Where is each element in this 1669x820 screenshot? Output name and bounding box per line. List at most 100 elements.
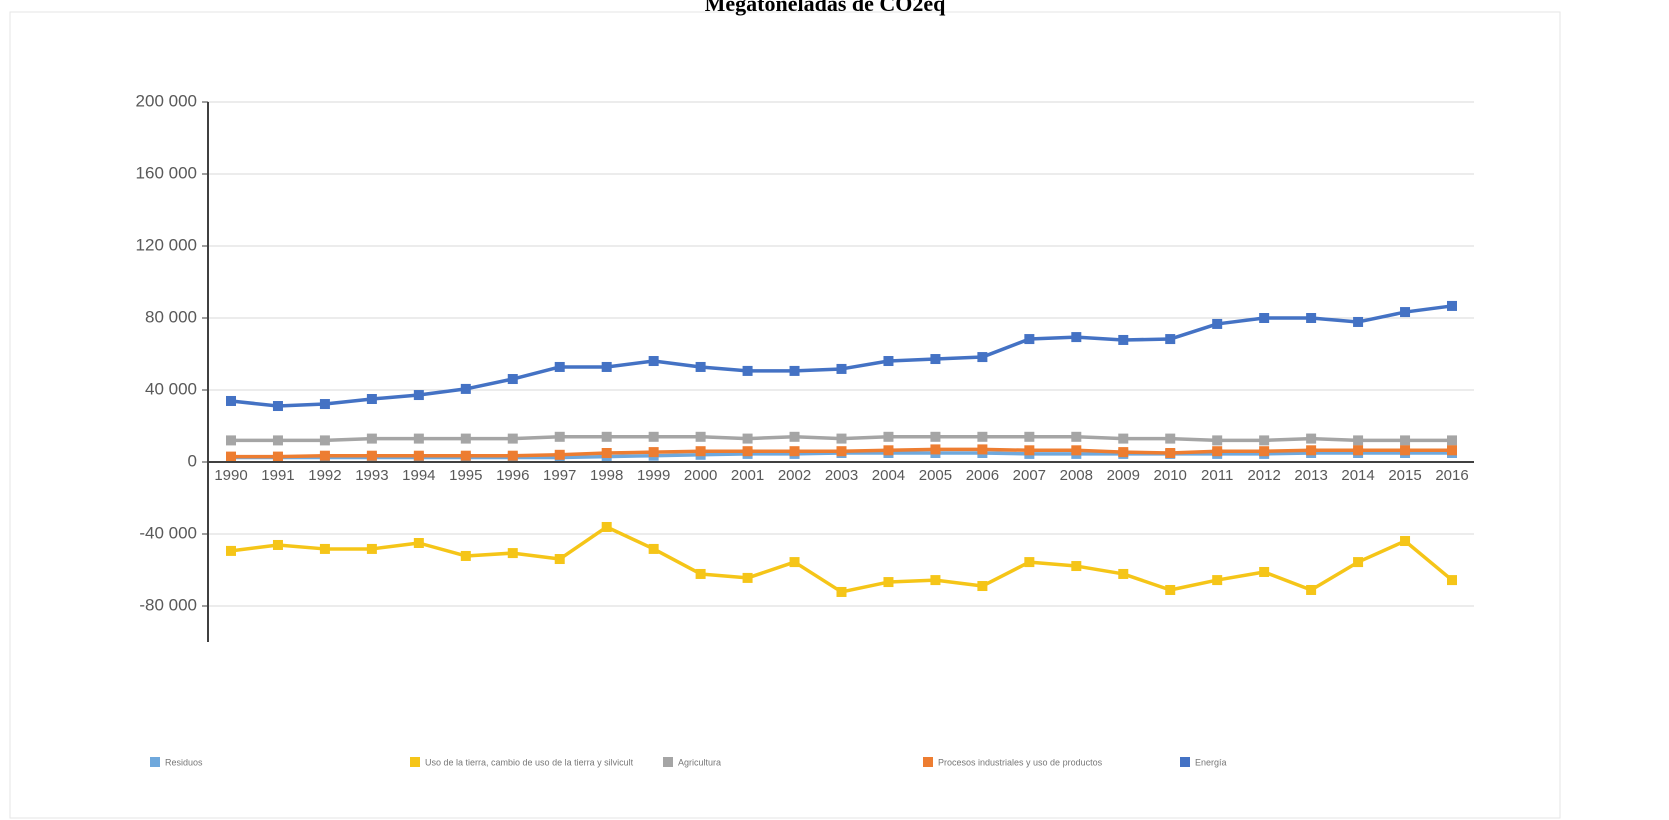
x-tick-label: 2004 xyxy=(872,467,905,484)
point-marker xyxy=(1259,435,1270,446)
x-tick-label: 2009 xyxy=(1107,467,1140,484)
point-marker xyxy=(1353,445,1364,456)
point-marker xyxy=(507,374,518,385)
point-marker xyxy=(695,361,706,372)
point-marker xyxy=(742,365,753,376)
point-marker xyxy=(695,568,706,579)
point-marker xyxy=(648,431,659,442)
point-marker xyxy=(554,554,565,565)
legend-swatch xyxy=(150,757,160,767)
y-tick-label: -80 000 xyxy=(139,595,197,614)
point-marker xyxy=(1165,584,1176,595)
point-marker xyxy=(366,394,377,404)
point-marker xyxy=(836,446,847,457)
point-marker xyxy=(1447,300,1457,311)
point-marker xyxy=(930,575,941,586)
x-tick-label: 2001 xyxy=(731,467,764,484)
point-marker xyxy=(1259,446,1270,457)
point-marker xyxy=(977,444,988,455)
point-marker xyxy=(789,557,800,568)
point-marker xyxy=(930,431,941,442)
point-marker xyxy=(507,450,518,461)
point-marker xyxy=(742,446,753,457)
point-marker xyxy=(883,356,894,367)
point-marker xyxy=(460,433,471,444)
point-marker xyxy=(836,433,847,444)
point-marker xyxy=(1306,313,1317,323)
point-marker xyxy=(930,444,941,455)
point-marker xyxy=(1118,334,1129,345)
point-marker xyxy=(226,395,236,406)
series-line xyxy=(230,525,1454,594)
y-tick-label: 0 xyxy=(188,451,197,470)
point-marker xyxy=(1400,445,1411,456)
point-marker xyxy=(554,431,565,442)
y-tick-label: 200 000 xyxy=(136,91,197,110)
x-tick-label: 1998 xyxy=(590,467,623,484)
point-marker xyxy=(1212,446,1223,457)
point-marker xyxy=(1400,536,1411,547)
point-marker xyxy=(1165,334,1176,345)
point-marker xyxy=(413,390,424,401)
point-marker xyxy=(1400,435,1411,446)
point-marker xyxy=(272,451,283,462)
point-marker xyxy=(601,521,612,532)
x-tick-label: 2003 xyxy=(825,467,858,484)
point-marker xyxy=(648,447,659,458)
point-marker xyxy=(319,450,330,461)
x-tick-label: 2013 xyxy=(1294,467,1327,484)
point-marker xyxy=(366,433,377,444)
point-marker xyxy=(601,448,612,458)
point-marker xyxy=(319,399,330,410)
x-tick-label: 2016 xyxy=(1435,467,1468,484)
point-marker xyxy=(1306,433,1317,444)
point-marker xyxy=(648,543,659,554)
legend-swatch xyxy=(663,757,673,767)
x-tick-label: 2008 xyxy=(1060,467,1093,484)
x-tick-label: 2000 xyxy=(684,467,717,484)
legend-label: Energía xyxy=(1195,757,1227,767)
point-marker xyxy=(413,538,424,548)
point-marker xyxy=(836,586,847,597)
point-marker xyxy=(460,450,471,461)
point-marker xyxy=(1118,433,1129,444)
point-marker xyxy=(460,550,471,561)
y-tick-label: 160 000 xyxy=(136,163,197,182)
x-tick-label: 2005 xyxy=(919,467,952,484)
point-marker xyxy=(789,365,800,376)
x-tick-label: 1994 xyxy=(402,467,435,484)
point-marker xyxy=(742,433,753,444)
point-marker xyxy=(272,435,283,446)
point-marker xyxy=(789,431,800,442)
point-marker xyxy=(1353,316,1364,327)
point-marker xyxy=(836,363,847,374)
x-tick-label: 2015 xyxy=(1388,467,1421,484)
point-marker xyxy=(1353,557,1364,568)
x-tick-label: 2002 xyxy=(778,467,811,484)
point-marker xyxy=(366,450,377,461)
point-marker xyxy=(226,435,236,446)
x-tick-label: 2012 xyxy=(1247,467,1280,484)
x-tick-label: 1999 xyxy=(637,467,670,484)
chart-title: Megatoneladas de CO2eq xyxy=(705,0,947,16)
point-marker xyxy=(695,431,706,442)
legend-label: Uso de la tierra, cambio de uso de la ti… xyxy=(425,757,634,767)
point-marker xyxy=(226,451,236,462)
point-marker xyxy=(1447,575,1457,586)
point-marker xyxy=(413,433,424,444)
point-marker xyxy=(1212,318,1223,329)
point-marker xyxy=(319,543,330,554)
point-marker xyxy=(1165,448,1176,458)
chart-frame xyxy=(9,11,1561,819)
point-marker xyxy=(1306,584,1317,595)
point-marker xyxy=(1071,431,1082,442)
point-marker xyxy=(601,431,612,442)
point-marker xyxy=(554,361,565,372)
y-tick-label: 40 000 xyxy=(145,379,197,398)
point-marker xyxy=(1024,557,1035,568)
point-marker xyxy=(226,545,236,556)
point-marker xyxy=(1071,561,1082,572)
point-marker xyxy=(883,445,894,456)
point-marker xyxy=(1212,435,1223,446)
